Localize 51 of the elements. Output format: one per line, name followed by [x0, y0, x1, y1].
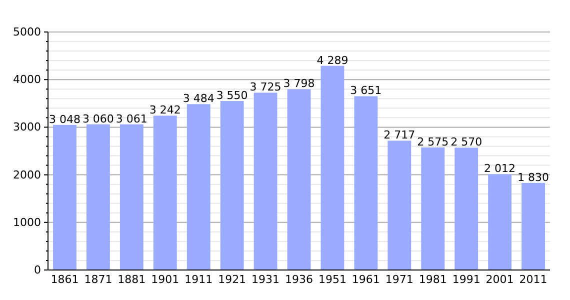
x-tick-label: 1961: [352, 272, 380, 286]
x-tick-label: 1861: [50, 272, 79, 286]
data-label: 3 060: [82, 112, 114, 126]
data-label: 3 061: [116, 112, 148, 126]
bar: [153, 116, 177, 270]
y-tick-label: 1000: [13, 216, 41, 229]
x-tick-label: 2001: [486, 272, 514, 286]
bar: [388, 140, 412, 270]
bar: [488, 174, 512, 270]
x-tick-label: 1951: [318, 272, 346, 286]
bar: [220, 101, 244, 270]
x-tick-label: 1871: [84, 272, 112, 286]
y-tick-label: 3000: [13, 120, 41, 134]
y-tick-label: 0: [34, 264, 41, 277]
bar: [522, 182, 545, 270]
data-label: 2 575: [417, 135, 449, 148]
bar: [53, 124, 76, 270]
x-tick-label: 1911: [184, 272, 213, 286]
data-label: 3 048: [48, 112, 80, 126]
data-label: 3 798: [283, 77, 315, 90]
bar: [86, 124, 110, 270]
data-label: 2 717: [384, 128, 416, 142]
bar: [354, 96, 378, 270]
data-label: 3 550: [216, 89, 248, 102]
y-tick-label: 2000: [13, 168, 41, 182]
y-tick-label: 5000: [13, 26, 41, 39]
data-label: 3 651: [350, 84, 382, 98]
x-tick-label: 2011: [519, 272, 548, 286]
data-label: 3 725: [250, 80, 282, 94]
bar: [120, 124, 144, 270]
bar: [287, 89, 311, 270]
bar: [421, 147, 445, 270]
data-label: 1 830: [518, 170, 550, 184]
data-label: 2 012: [484, 162, 516, 176]
data-label: 3 484: [182, 92, 214, 106]
x-tick-label: 1971: [385, 272, 414, 286]
x-tick-label: 1931: [252, 272, 280, 286]
bar: [320, 66, 344, 270]
data-label: 3 242: [149, 104, 181, 117]
x-tick-label: 1936: [285, 272, 313, 286]
data-label: 2 570: [450, 136, 482, 149]
x-tick-label: 1881: [118, 272, 146, 286]
bar: [186, 104, 210, 270]
bar: [254, 92, 278, 270]
data-label: 4 289: [316, 54, 348, 67]
bar: [454, 148, 478, 270]
x-tick-label: 1921: [218, 272, 246, 286]
x-tick-label: 1901: [151, 272, 180, 286]
x-tick-label: 1981: [418, 272, 447, 286]
y-tick-label: 4000: [13, 73, 41, 86]
x-tick-label: 1991: [452, 272, 480, 286]
